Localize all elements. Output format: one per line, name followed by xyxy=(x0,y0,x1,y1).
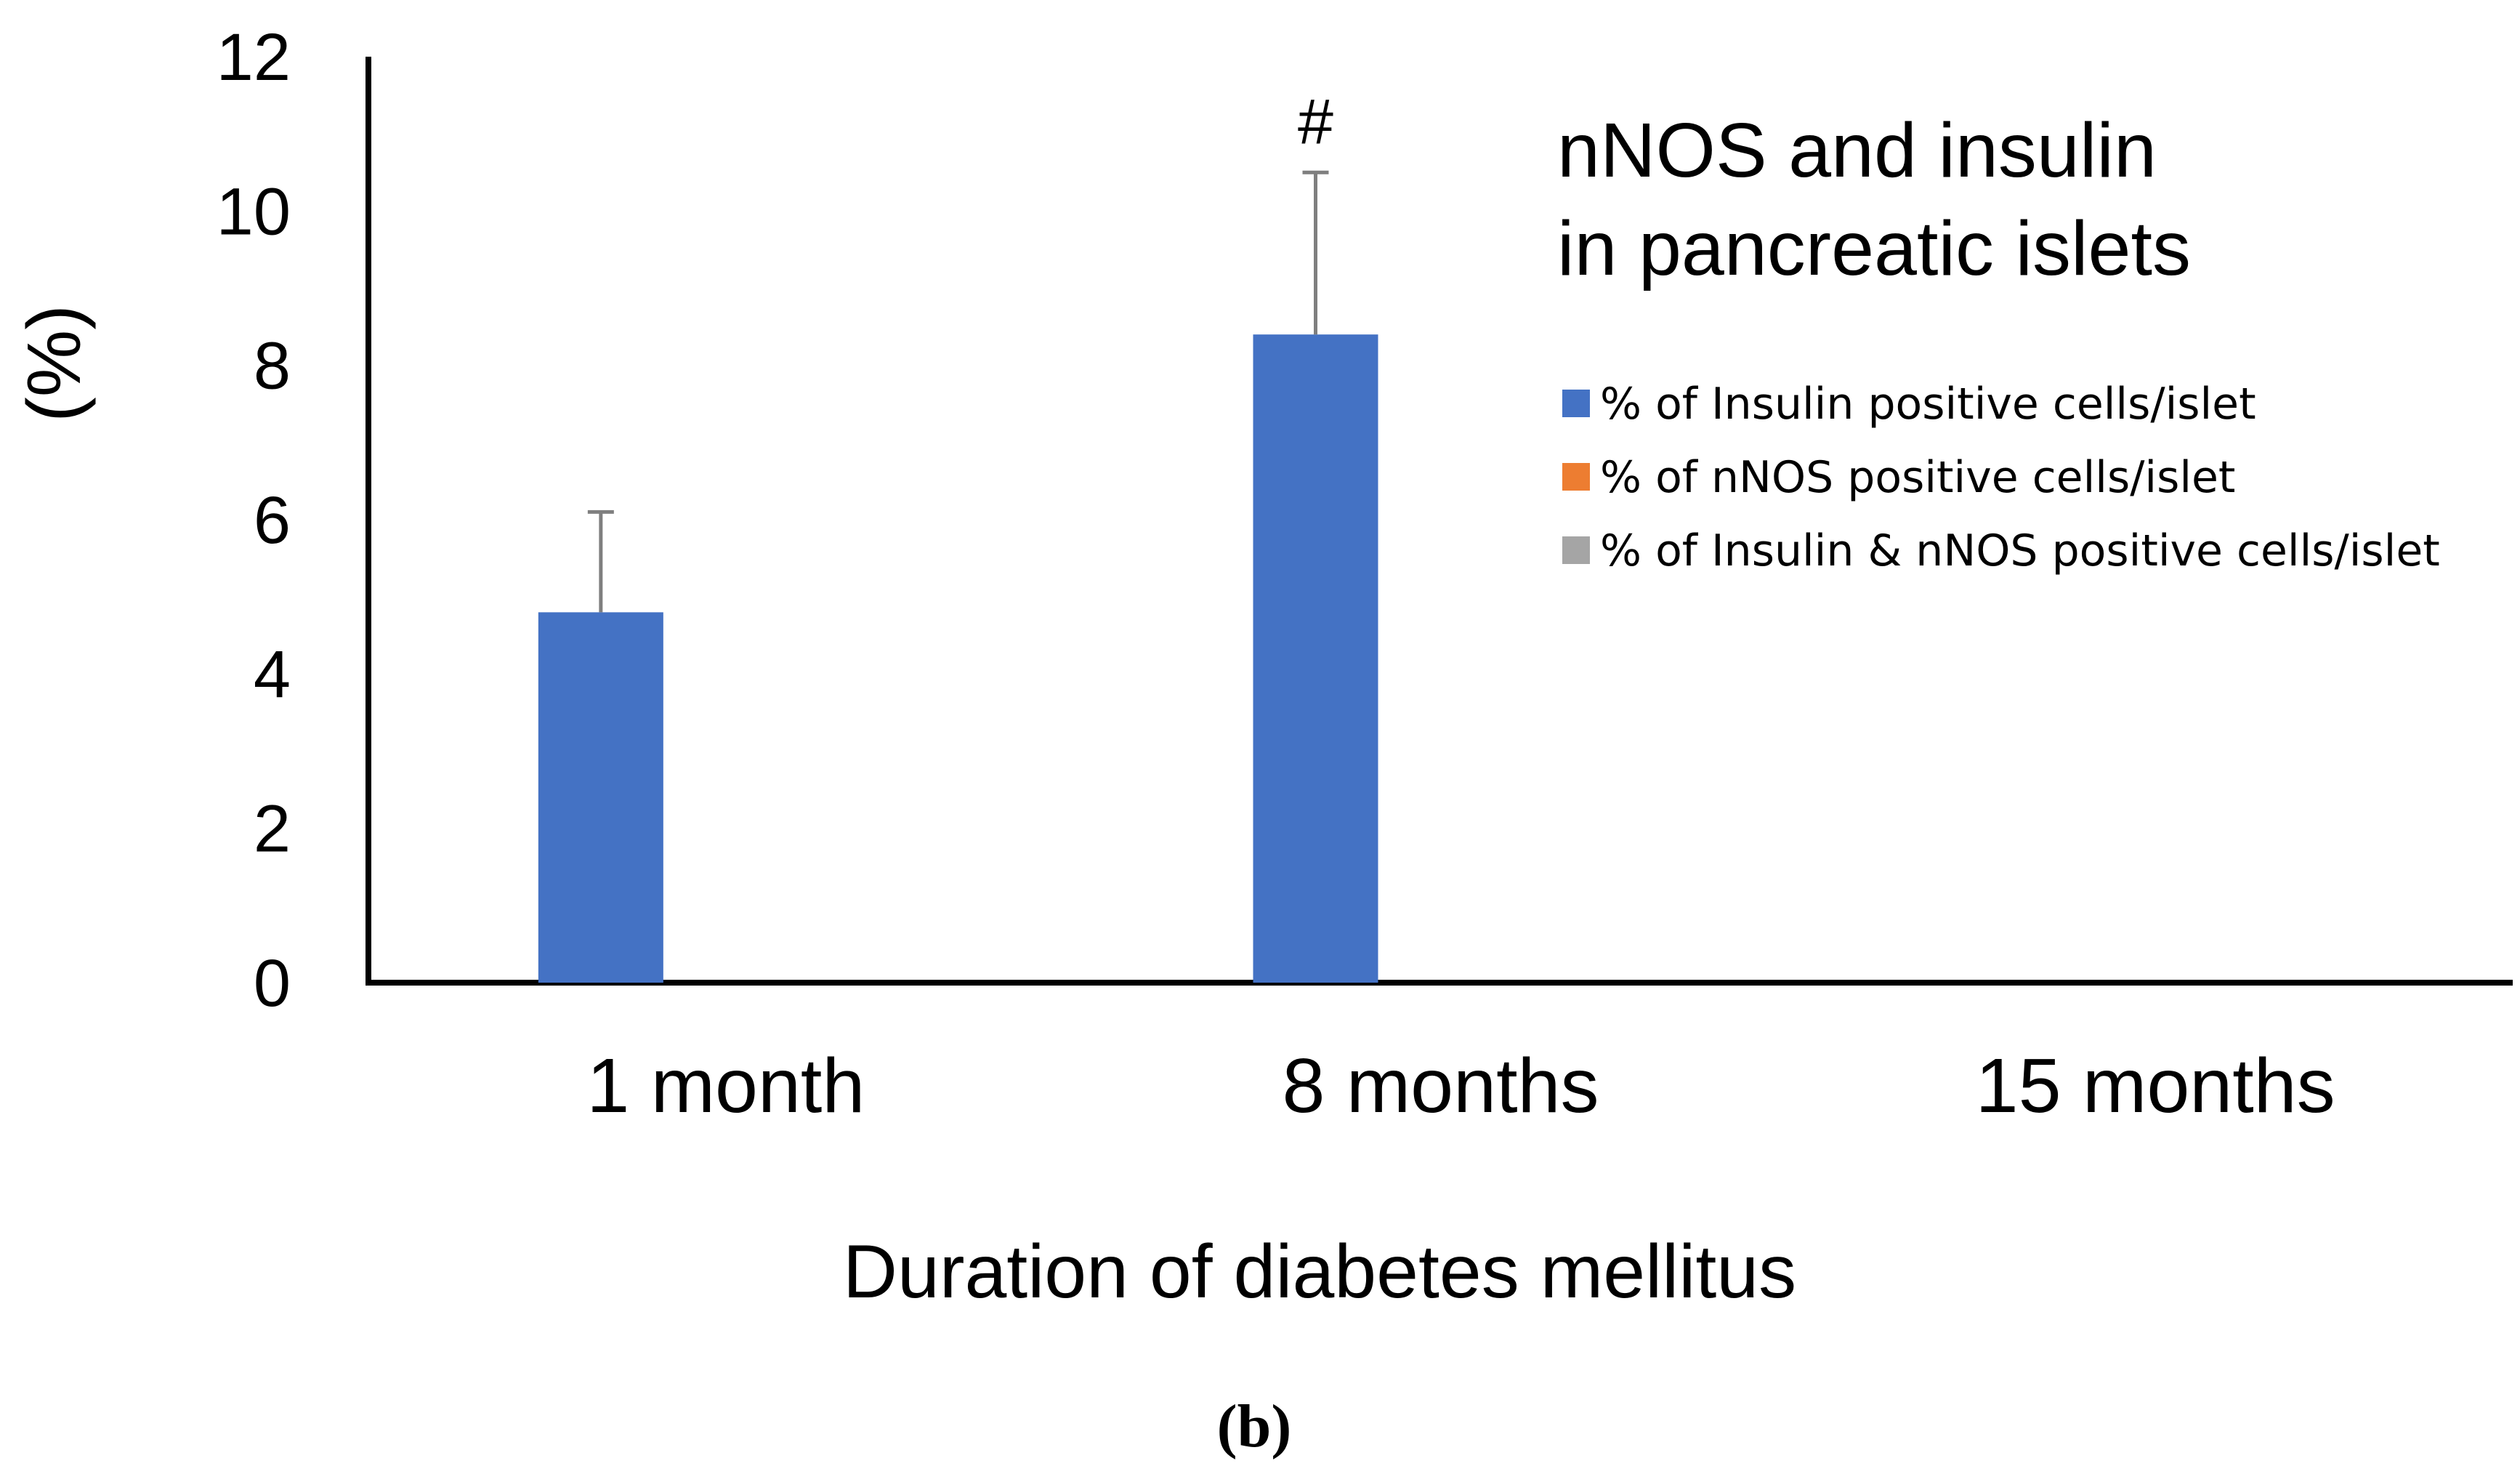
y-axis-title: (%) xyxy=(12,305,97,422)
y-tick-label: 10 xyxy=(217,174,291,249)
chart-title-line-1: nNOS and insulin xyxy=(1557,108,2157,193)
x-tick-label: 15 months xyxy=(1976,1043,2335,1129)
y-tick-labels: 0 2 4 6 8 10 12 xyxy=(217,20,291,1020)
bar xyxy=(538,612,663,983)
y-tick-label: 0 xyxy=(254,946,291,1020)
panel-label: (b) xyxy=(1217,1393,1292,1460)
annotations: # xyxy=(1298,85,1333,157)
plot-area: 0 2 4 6 8 10 12 1 month 8 months 15 months # xyxy=(217,20,2513,1129)
legend-label: % of nNOS positive cells/islet xyxy=(1600,452,2235,503)
bar xyxy=(1253,334,1378,983)
y-tick-label: 2 xyxy=(254,792,291,866)
legend-swatch xyxy=(1562,463,1590,491)
error-bars xyxy=(587,170,1329,613)
legend-swatch xyxy=(1562,536,1590,564)
x-tick-label: 1 month xyxy=(586,1043,865,1129)
legend-swatch xyxy=(1562,390,1590,417)
y-tick-label: 6 xyxy=(254,483,291,557)
x-tick-labels: 1 month 8 months 15 months xyxy=(586,1043,2335,1129)
y-tick-label: 4 xyxy=(254,637,291,712)
bars xyxy=(538,334,1378,983)
legend-label: % of Insulin positive cells/islet xyxy=(1600,379,2256,430)
legend-label: % of Insulin & nNOS positive cells/islet xyxy=(1600,525,2440,576)
y-tick-label: 8 xyxy=(254,329,291,403)
x-tick-label: 8 months xyxy=(1282,1043,1599,1129)
legend: % of Insulin positive cells/islet % of nN… xyxy=(1562,379,2440,576)
chart-title-line-2: in pancreatic islets xyxy=(1557,206,2191,291)
significance-marker: # xyxy=(1298,85,1333,157)
y-tick-label: 12 xyxy=(217,20,291,94)
x-axis-title: Duration of diabetes mellitus xyxy=(843,1230,1796,1314)
